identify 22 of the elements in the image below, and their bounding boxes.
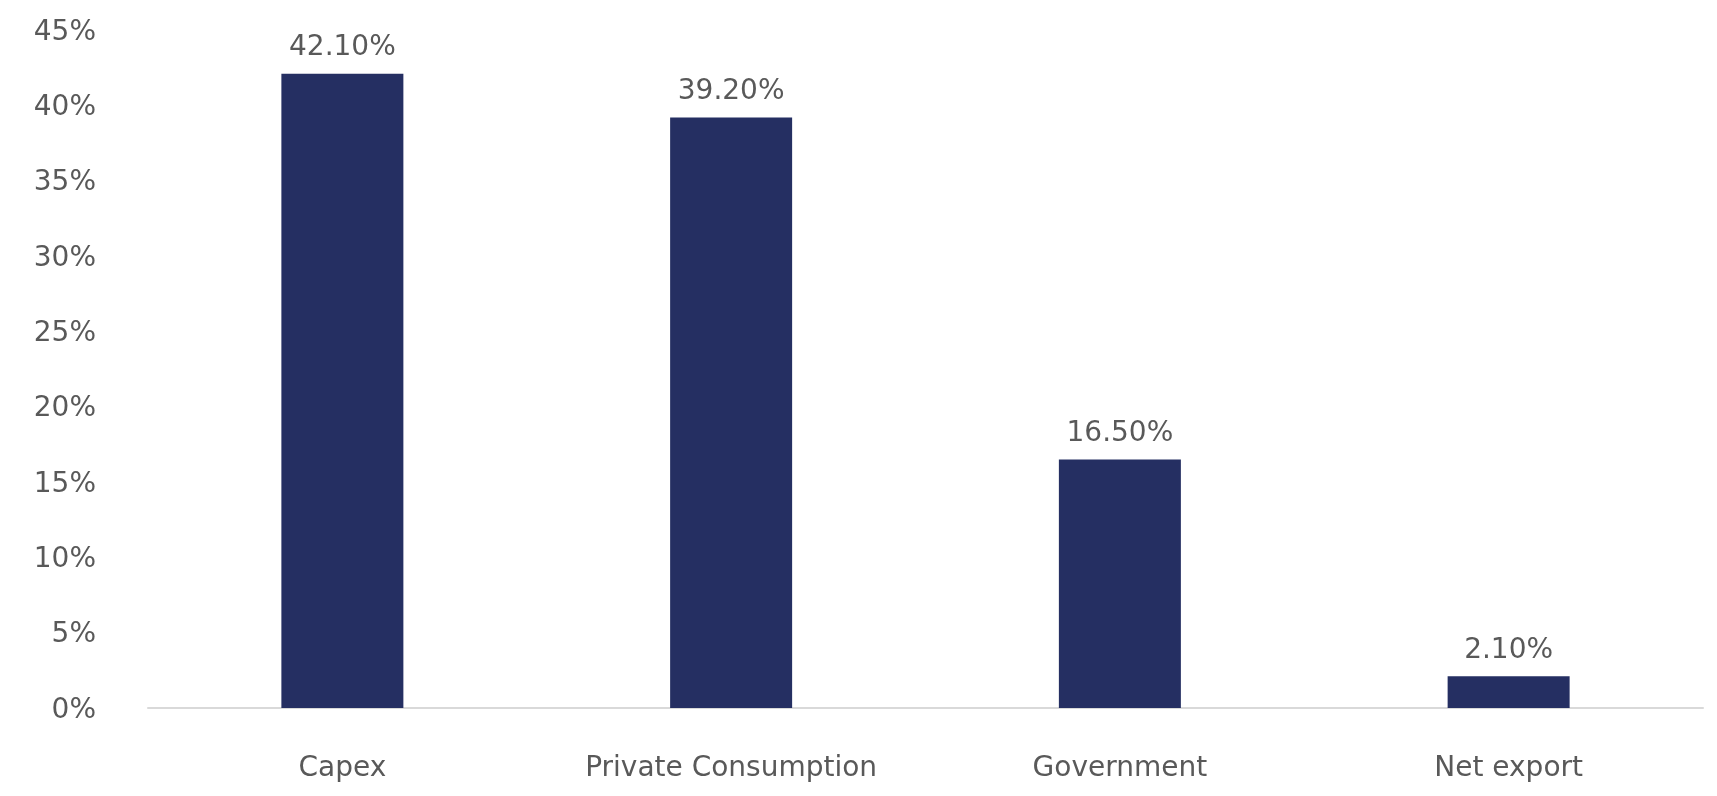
- data-label: 16.50%: [1066, 414, 1174, 448]
- y-tick-label: 10%: [33, 540, 96, 574]
- bar: [1058, 459, 1181, 708]
- y-tick-label: 25%: [33, 314, 96, 348]
- y-tick-label: 5%: [51, 616, 96, 650]
- x-tick-label: Capex: [298, 749, 387, 783]
- y-tick-label: 30%: [33, 239, 96, 273]
- x-tick-label: Private Consumption: [585, 749, 878, 783]
- x-tick-label: Government: [1032, 749, 1208, 783]
- y-tick-label: 0%: [51, 691, 96, 725]
- bar: [281, 73, 404, 708]
- bar: [670, 117, 793, 708]
- y-tick-label: 45%: [33, 13, 96, 47]
- data-label: 2.10%: [1464, 631, 1554, 665]
- data-label: 42.10%: [288, 29, 396, 63]
- data-label: 39.20%: [677, 72, 785, 106]
- y-tick-label: 40%: [33, 88, 96, 122]
- y-tick-label: 35%: [33, 164, 96, 198]
- x-tick-label: Net export: [1434, 749, 1584, 783]
- y-tick-label: 20%: [33, 390, 96, 424]
- y-tick-label: 15%: [33, 465, 96, 499]
- bar: [1447, 676, 1570, 708]
